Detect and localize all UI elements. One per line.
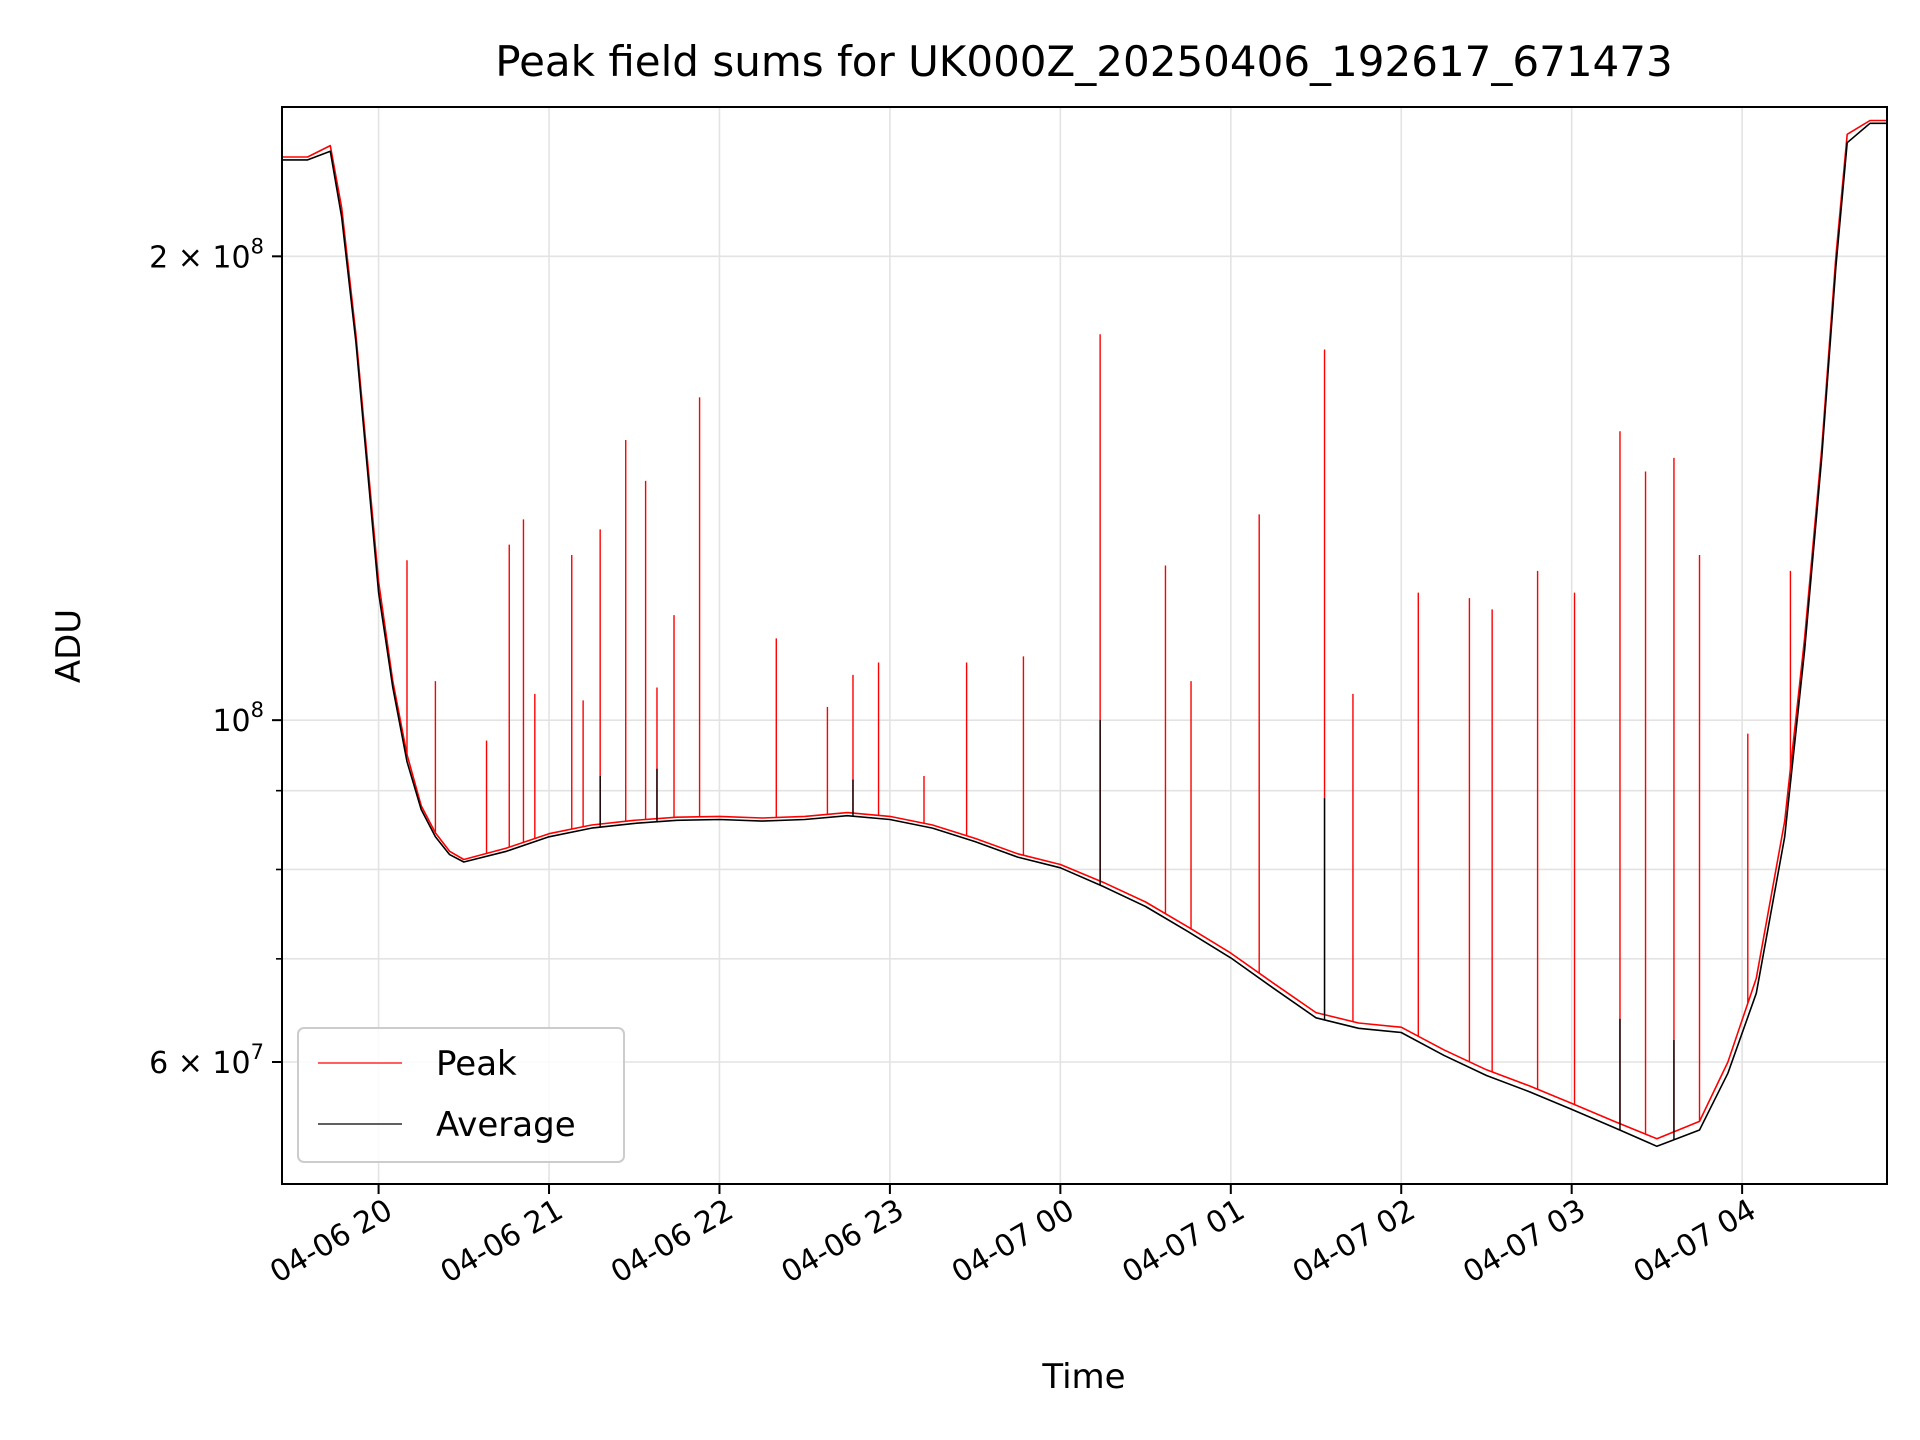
- y-axis-label: ADU: [49, 609, 89, 683]
- y-axis: 2 × 108 108 6 × 107: [149, 234, 282, 1081]
- legend-label-peak: Peak: [436, 1044, 517, 1084]
- y-tick-label: 108: [212, 698, 264, 739]
- legend-label-average: Average: [436, 1105, 576, 1145]
- plot-frame: [281, 106, 1888, 1185]
- y-tick-label: 6 × 107: [149, 1040, 264, 1081]
- legend: Peak Average: [297, 1027, 625, 1163]
- legend-box: [297, 1027, 625, 1163]
- chart-title: Peak field sums for UK000Z_20250406_1926…: [495, 37, 1672, 86]
- series-line-average: [282, 122, 1887, 1148]
- series-layer: [282, 119, 1887, 1148]
- x-axis-label: Time: [1041, 1357, 1125, 1397]
- series-line-peak: [282, 119, 1887, 1140]
- y-tick-label: 2 × 108: [149, 234, 264, 275]
